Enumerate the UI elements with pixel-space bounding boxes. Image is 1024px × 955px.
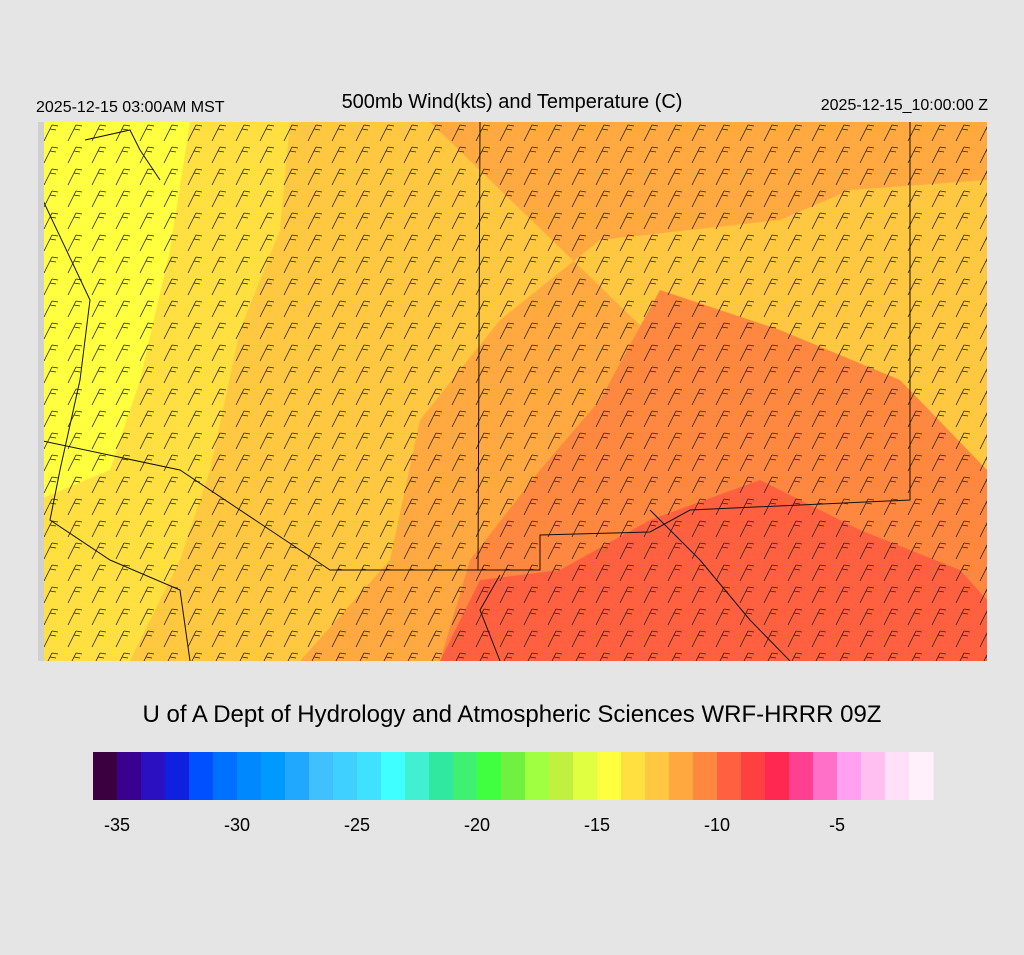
borders <box>38 122 911 661</box>
credit: U of A Dept of Hydrology and Atmospheric… <box>143 701 882 728</box>
colorbar-label: -30 <box>224 815 250 835</box>
map-title: 500mb Wind(kts) and Temperature (C) <box>342 91 683 113</box>
colorbar-swatch <box>573 752 598 800</box>
colorbar-swatch <box>885 752 910 800</box>
colorbar-swatch <box>285 752 310 800</box>
colorbar-swatch <box>237 752 262 800</box>
colorbar-swatch <box>693 752 718 800</box>
colorbar-label: -5 <box>829 815 845 835</box>
colorbar-swatch <box>669 752 694 800</box>
wind-barbs <box>38 122 987 661</box>
colorbar-swatch <box>213 752 238 800</box>
valid-utc: 2025-12-15_10:00:00 Z <box>821 97 988 114</box>
colorbar-label: -10 <box>704 815 730 835</box>
colorbar-swatch <box>189 752 214 800</box>
colorbar-swatch <box>357 752 382 800</box>
colorbar-swatch <box>909 752 934 800</box>
colorbar-swatch <box>765 752 790 800</box>
valid-local: 2025-12-15 03:00AM MST <box>36 99 225 116</box>
colorbar-swatch <box>93 752 118 800</box>
colorbar-swatch <box>549 752 574 800</box>
colorbar-swatch <box>261 752 286 800</box>
colorbar-swatch <box>405 752 430 800</box>
colorbar-swatch <box>525 752 550 800</box>
colorbar-swatch <box>501 752 526 800</box>
colorbar-swatch <box>789 752 814 800</box>
colorbar-label: -15 <box>584 815 610 835</box>
colorbar-swatch <box>741 752 766 800</box>
colorbar-label: -35 <box>104 815 130 835</box>
colorbar-swatch <box>621 752 646 800</box>
colorbar-swatch <box>861 752 886 800</box>
colorbar-swatch <box>141 752 166 800</box>
colorbar-swatch <box>117 752 142 800</box>
colorbar-swatch <box>645 752 670 800</box>
colorbar: -35 -30 -25 -20 -15 -10 -5 <box>93 752 934 835</box>
colorbar-swatch <box>429 752 454 800</box>
colorbar-swatch <box>333 752 358 800</box>
colorbar-swatch <box>597 752 622 800</box>
colorbar-swatch <box>813 752 838 800</box>
colorbar-label: -20 <box>464 815 490 835</box>
colorbar-swatch <box>165 752 190 800</box>
edge <box>38 122 44 661</box>
colorbar-swatch <box>717 752 742 800</box>
colorbar-swatch <box>309 752 334 800</box>
colorbar-swatch <box>381 752 406 800</box>
colorbar-label: -25 <box>344 815 370 835</box>
colorbar-swatch <box>453 752 478 800</box>
colorbar-swatch <box>837 752 862 800</box>
map <box>38 122 987 661</box>
colorbar-swatch <box>477 752 502 800</box>
